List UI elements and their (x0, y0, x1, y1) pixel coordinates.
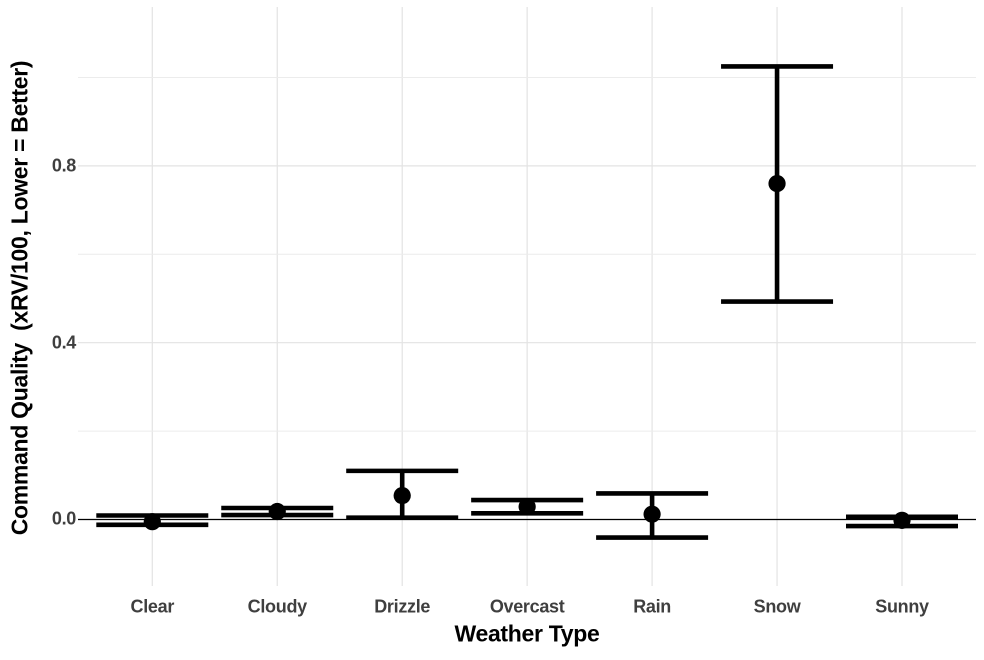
x-tick-label-clear: Clear (130, 596, 175, 617)
x-tick-label-sunny: Sunny (875, 596, 929, 617)
x-axis-title: Weather Type (454, 620, 600, 647)
x-tick-label-drizzle: Drizzle (374, 596, 431, 617)
y-tick-label-0.0: 0.0 (51, 508, 76, 529)
point-estimate-snow (768, 174, 786, 193)
x-tick-label-cloudy: Cloudy (247, 596, 308, 617)
point-estimate-cloudy (268, 502, 286, 521)
x-tick-label-overcast: Overcast (489, 596, 565, 617)
point-estimate-overcast (518, 498, 536, 516)
point-estimate-sunny (893, 511, 911, 529)
x-tick-label-snow: Snow (753, 596, 801, 617)
point-estimate-rain (643, 505, 661, 523)
y-tick-label-0.8: 0.8 (51, 155, 76, 176)
y-tick-label-0.4: 0.4 (51, 332, 76, 353)
x-tick-label-rain: Rain (633, 596, 671, 617)
point-estimate-clear (143, 513, 161, 531)
point-estimate-drizzle (393, 487, 411, 505)
y-axis-title: Command Quality (xRV/100, Lower = Better… (6, 60, 33, 536)
